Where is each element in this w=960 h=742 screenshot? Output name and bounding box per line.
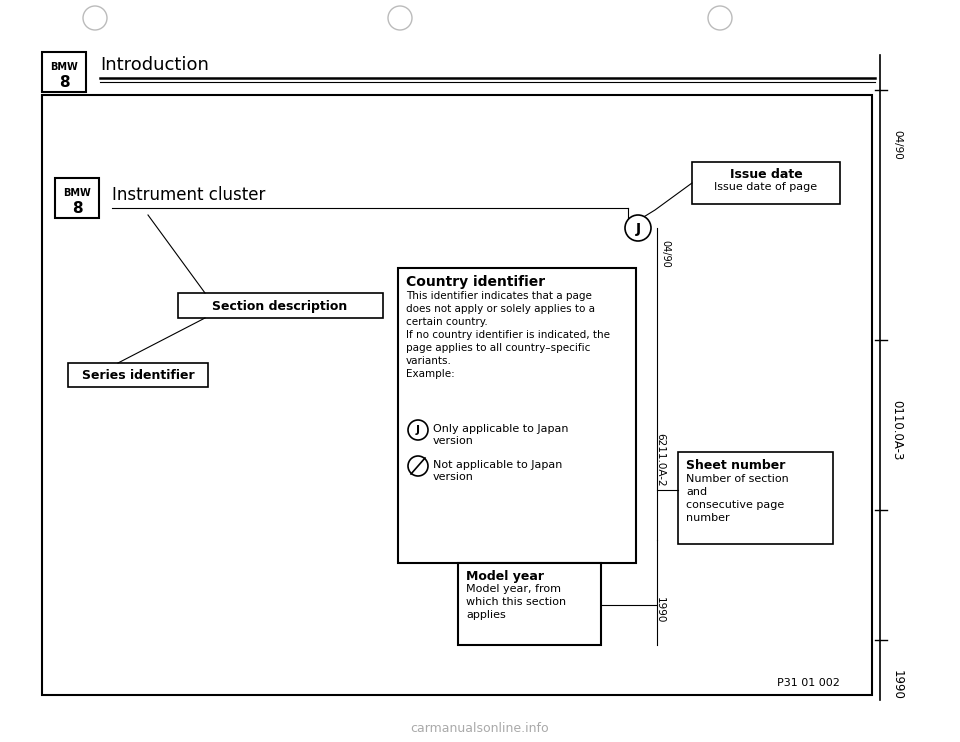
Text: Example:: Example: [406, 369, 455, 379]
Text: version: version [433, 436, 474, 446]
Text: 0110.0A-3: 0110.0A-3 [891, 400, 903, 460]
Circle shape [708, 6, 732, 30]
Text: which this section: which this section [466, 597, 566, 607]
Text: Series identifier: Series identifier [82, 369, 194, 382]
FancyBboxPatch shape [68, 363, 208, 387]
Text: consecutive page: consecutive page [686, 500, 784, 510]
Text: 04/90: 04/90 [660, 240, 670, 268]
Text: Model year: Model year [466, 570, 544, 583]
Text: 8: 8 [72, 201, 83, 216]
Text: Sheet number: Sheet number [686, 459, 785, 472]
FancyBboxPatch shape [42, 95, 872, 695]
Text: Number of section: Number of section [686, 474, 789, 484]
Text: certain country.: certain country. [406, 317, 488, 327]
Text: Country identifier: Country identifier [406, 275, 545, 289]
FancyBboxPatch shape [42, 52, 86, 92]
Text: and: and [686, 487, 708, 497]
Text: P31 01 002: P31 01 002 [778, 678, 840, 688]
Circle shape [408, 420, 428, 440]
FancyBboxPatch shape [178, 293, 383, 318]
Text: Issue date: Issue date [730, 168, 803, 181]
Text: carmanualsonline.info: carmanualsonline.info [411, 722, 549, 735]
Text: Not applicable to Japan: Not applicable to Japan [433, 460, 563, 470]
Text: Section description: Section description [212, 300, 348, 313]
Text: Instrument cluster: Instrument cluster [112, 186, 265, 204]
Text: 04/90: 04/90 [892, 130, 902, 160]
FancyBboxPatch shape [55, 178, 99, 218]
Text: BMW: BMW [50, 62, 78, 72]
Circle shape [408, 456, 428, 476]
Text: Only applicable to Japan: Only applicable to Japan [433, 424, 568, 434]
Text: BMW: BMW [63, 188, 91, 198]
Text: J: J [416, 425, 420, 435]
Circle shape [625, 215, 651, 241]
Text: variants.: variants. [406, 356, 452, 366]
FancyBboxPatch shape [458, 563, 601, 645]
FancyBboxPatch shape [678, 452, 833, 544]
Text: applies: applies [466, 610, 506, 620]
Text: 1990: 1990 [891, 670, 903, 700]
Text: number: number [686, 513, 730, 523]
Text: Model year, from: Model year, from [466, 584, 561, 594]
Text: Issue date of page: Issue date of page [714, 182, 818, 192]
Text: J: J [636, 222, 640, 236]
Text: does not apply or solely applies to a: does not apply or solely applies to a [406, 304, 595, 314]
Text: If no country identifier is indicated, the: If no country identifier is indicated, t… [406, 330, 610, 340]
Text: page applies to all country–specific: page applies to all country–specific [406, 343, 590, 353]
Text: 1990: 1990 [655, 597, 665, 623]
FancyBboxPatch shape [692, 162, 840, 204]
Text: version: version [433, 472, 474, 482]
FancyBboxPatch shape [398, 268, 636, 563]
Text: 6211.0A-2: 6211.0A-2 [655, 433, 665, 487]
Text: This identifier indicates that a page: This identifier indicates that a page [406, 291, 592, 301]
Circle shape [388, 6, 412, 30]
Circle shape [83, 6, 107, 30]
Text: Introduction: Introduction [100, 56, 209, 74]
Text: 8: 8 [59, 75, 69, 90]
